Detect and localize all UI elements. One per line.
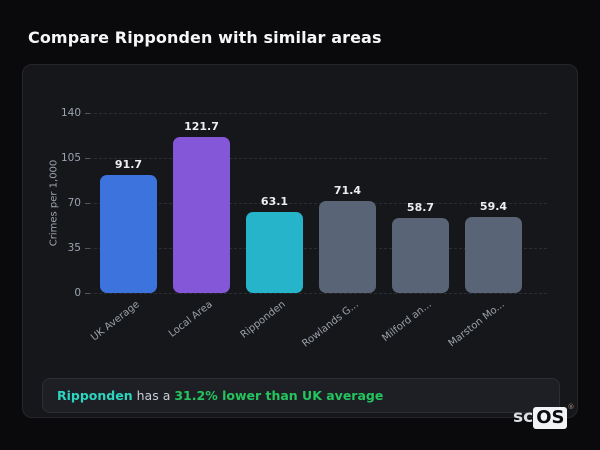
bar-value-label: 58.7 (406, 200, 435, 214)
note-middle-text: has a (136, 388, 171, 403)
note-stat-text: 31.2% lower than UK average (174, 388, 384, 403)
comparison-note: Ripponden has a 31.2% lower than UK aver… (42, 378, 560, 413)
bar-ripponden[interactable] (246, 211, 303, 293)
bar-value-label: 71.4 (333, 184, 362, 198)
registered-trademark-icon: ® (567, 403, 575, 411)
bar-milford-an[interactable] (392, 217, 449, 293)
y-tick-mark (85, 248, 90, 249)
bar-value-label: 59.4 (479, 199, 508, 213)
gridline (89, 293, 547, 294)
y-tick-mark (85, 158, 90, 159)
gridline (89, 113, 547, 114)
y-tick-mark (85, 203, 90, 204)
gridline (89, 203, 547, 204)
y-tick-label: 105 (60, 152, 81, 164)
y-tick-label: 140 (60, 107, 81, 119)
note-area-name: Ripponden (57, 388, 133, 403)
bar-value-label: 91.7 (114, 158, 143, 172)
y-tick-mark (85, 293, 90, 294)
bar-local-area[interactable] (173, 136, 230, 293)
scos-logo: sc OS ® (513, 403, 575, 429)
bar-value-label: 121.7 (184, 119, 219, 133)
y-tick-label: 0 (74, 287, 81, 299)
bar-value-label: 63.1 (260, 194, 289, 208)
bar-marston-mo[interactable] (465, 216, 522, 293)
bar-uk-average[interactable] (100, 175, 157, 293)
y-tick-mark (85, 113, 90, 114)
plot-area: Crimes per 1,000 0 35 70 105 140 91.7 UK Avera… (23, 65, 577, 417)
bar-rowlands-g[interactable] (319, 201, 376, 293)
logo-boxed-text: OS (533, 407, 568, 429)
gridline (89, 248, 547, 249)
gridline (89, 158, 547, 159)
page-title: Compare Ripponden with similar areas (28, 28, 382, 47)
y-tick-label: 35 (67, 242, 81, 254)
chart-card: Crimes per 1,000 0 35 70 105 140 91.7 UK Avera… (22, 64, 578, 418)
y-tick-label: 70 (67, 197, 81, 209)
logo-prefix-text: sc (513, 407, 534, 427)
